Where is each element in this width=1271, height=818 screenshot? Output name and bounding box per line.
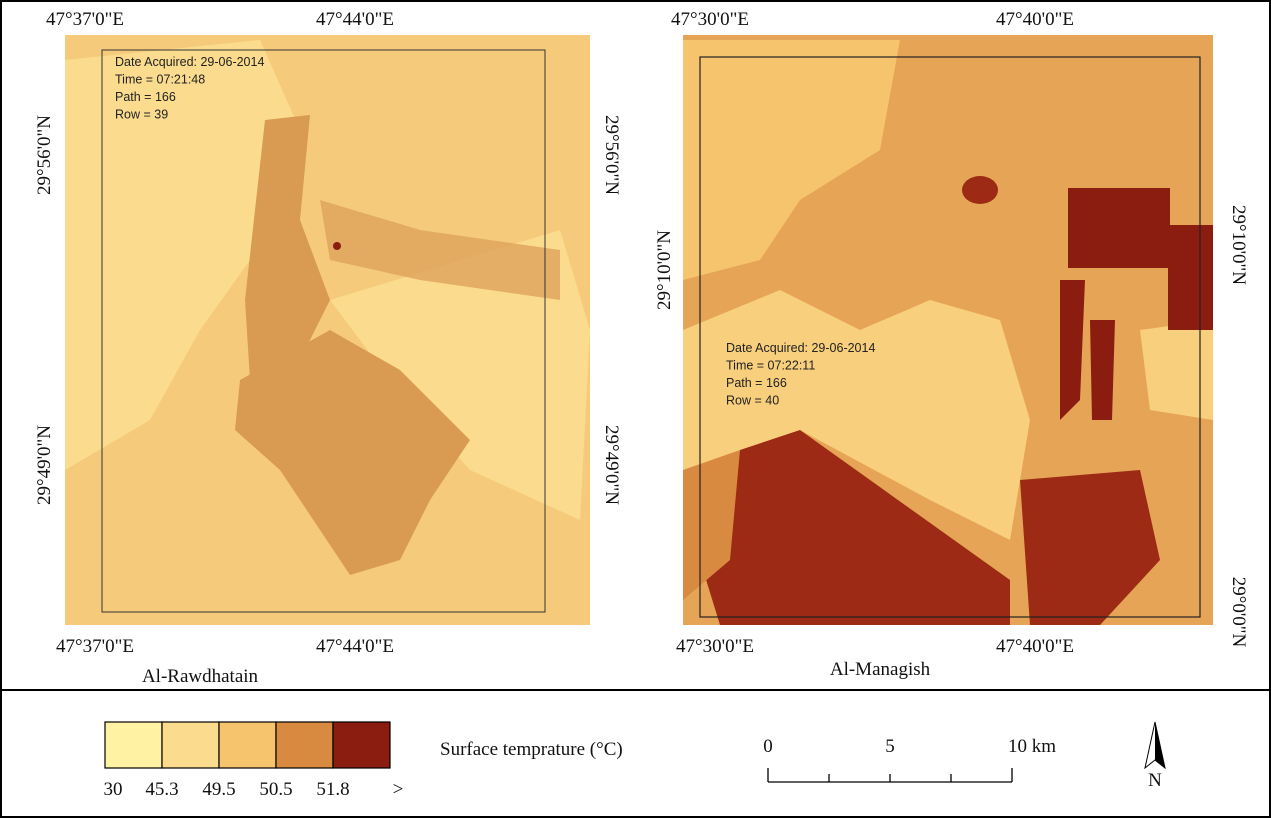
north-arrow-half [1155, 722, 1165, 768]
info-line: Row = 40 [726, 394, 779, 408]
north-label: N [1148, 770, 1162, 791]
legend-label: 49.5 [202, 779, 235, 800]
legend-label: 30 [104, 779, 123, 800]
bottom-label: 47°40'0"E [996, 636, 1074, 657]
map-zone [683, 40, 900, 280]
legend-swatch [332, 721, 391, 769]
map-name: Al-Rawdhatain [142, 666, 259, 687]
top-label: 47°30'0"E [671, 9, 749, 30]
legend-label: 51.8 [316, 779, 349, 800]
info-line: Date Acquired: 29-06-2014 [726, 341, 875, 355]
map-zone [245, 115, 330, 380]
legend-label: 45.3 [145, 779, 178, 800]
legend-swatch [161, 721, 220, 769]
map-zone [1020, 470, 1160, 625]
info-line: Path = 166 [726, 376, 787, 390]
map-zone [683, 450, 740, 600]
map-zone [320, 200, 560, 300]
map-frame [699, 56, 1201, 618]
info-block: Date Acquired: 29-06-2014 Time = 07:21:48… [115, 55, 264, 122]
map-zone [1140, 320, 1213, 420]
top-label: 47°37'0"E [46, 9, 124, 30]
info-line: Date Acquired: 29-06-2014 [115, 55, 264, 69]
legend-title: Surface temprature (°C) [440, 739, 623, 760]
top-label: 47°44'0"E [316, 9, 394, 30]
legend: 30 45.3 49.5 50.5 51.8 > [104, 721, 404, 800]
scale-bar [767, 768, 1013, 783]
left-label: 29°56'0"N [34, 115, 55, 195]
map-spot [962, 176, 998, 204]
legend-swatch [275, 721, 334, 769]
right-label: 29°10'0"N [1228, 205, 1249, 285]
map-field [1090, 320, 1115, 420]
map-right [683, 35, 1213, 625]
info-block: Date Acquired: 29-06-2014 Time = 07:22:11… [726, 341, 875, 408]
info-line: Time = 07:21:48 [115, 73, 205, 87]
bottom-label: 47°44'0"E [316, 636, 394, 657]
bottom-label: 47°37'0"E [56, 636, 134, 657]
map-field [1060, 280, 1085, 420]
map-field [1168, 225, 1213, 330]
top-label: 47°40'0"E [996, 9, 1074, 30]
left-label: 29°10'0"N [654, 230, 675, 310]
legend-label: 50.5 [259, 779, 292, 800]
left-label: 29°49'0"N [34, 425, 55, 505]
right-label: 29°49'0"N [601, 425, 622, 505]
scale-label: 5 [885, 736, 895, 757]
legend-swatch [218, 721, 277, 769]
legend-swatch [104, 721, 163, 769]
map-zone [235, 330, 470, 575]
map-zone [330, 230, 590, 520]
map-zone [683, 290, 1030, 540]
scale-label: 10 km [1008, 736, 1056, 757]
map-frame [101, 49, 546, 613]
info-line: Path = 166 [115, 90, 176, 104]
right-label: 29°0'0"N [1228, 577, 1249, 648]
right-label: 29°56'0"N [601, 115, 622, 195]
map-field [1068, 188, 1170, 268]
scale-label: 0 [763, 736, 773, 757]
info-line: Time = 07:22:11 [726, 359, 815, 373]
map-spot [333, 242, 341, 250]
bottom-label: 47°30'0"E [676, 636, 754, 657]
map-left [65, 35, 590, 625]
map-zone [700, 430, 1010, 625]
legend-label: > [393, 779, 404, 800]
info-line: Row = 39 [115, 108, 168, 122]
map-zone [65, 40, 300, 470]
map-name: Al-Managish [830, 659, 931, 680]
